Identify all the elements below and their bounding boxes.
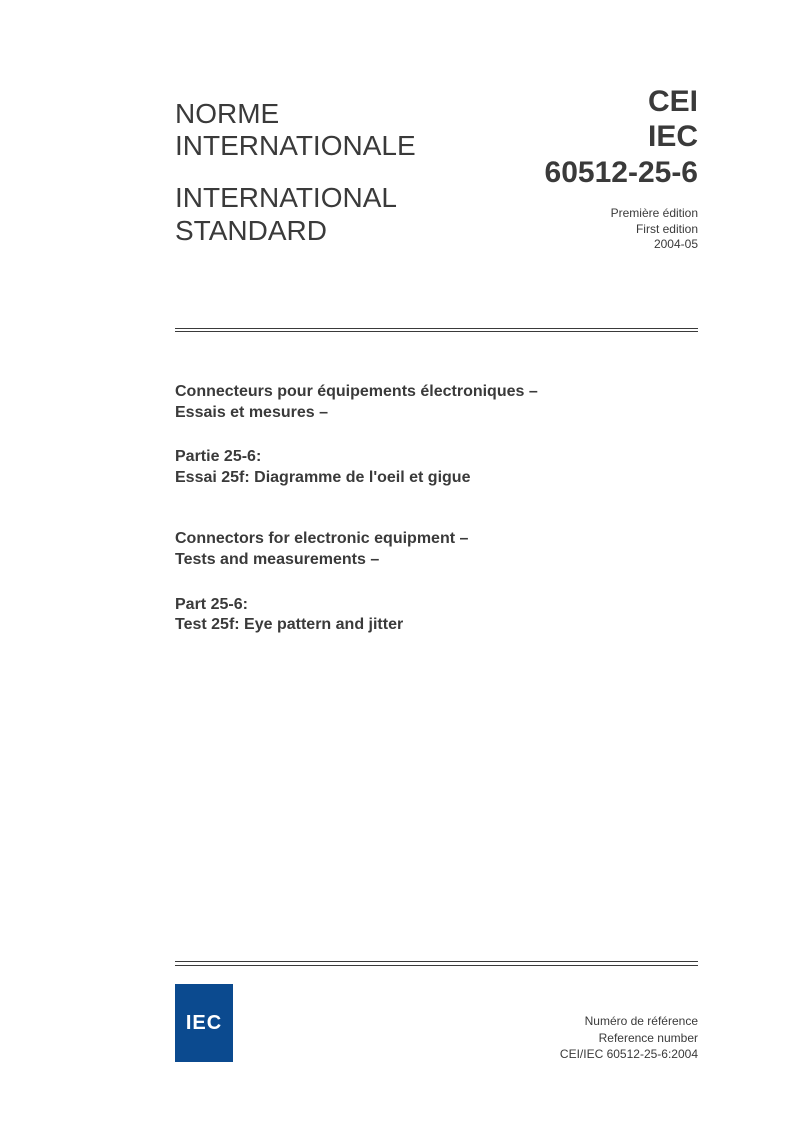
part-french: Partie 25-6: Essai 25f: Diagramme de l'o… [175, 447, 698, 489]
top-divider-2 [175, 331, 698, 332]
iec-logo: IEC [175, 984, 233, 1062]
subject-en-line2: Tests and measurements – [175, 551, 379, 568]
subject-french: Connecteurs pour équipements électroniqu… [175, 382, 698, 424]
title-en-line2: STANDARD [175, 215, 327, 246]
part-fr-line1: Partie 25-6: [175, 448, 261, 465]
title-english: INTERNATIONAL STANDARD [175, 182, 416, 246]
content-block: Connecteurs pour équipements électroniqu… [175, 382, 698, 636]
subject-fr-line1: Connecteurs pour équipements électroniqu… [175, 383, 538, 400]
title-french: NORME INTERNATIONALE [175, 98, 416, 162]
edition-fr: Première édition [611, 206, 698, 220]
right-id-block: CEI IEC 60512-25-6 Première édition Firs… [545, 85, 698, 253]
subject-en-line1: Connectors for electronic equipment – [175, 530, 468, 547]
footer-row: IEC Numéro de référence Reference number… [175, 984, 698, 1062]
ref-label-fr: Numéro de référence [585, 1014, 698, 1028]
title-fr-line1: NORME [175, 98, 279, 129]
subject-fr-line2: Essais et mesures – [175, 404, 328, 421]
part-en-line2: Test 25f: Eye pattern and jitter [175, 616, 403, 633]
standard-number: 60512-25-6 [545, 156, 698, 190]
edition-block: Première édition First edition 2004-05 [545, 206, 698, 253]
standard-cover-page: NORME INTERNATIONALE INTERNATIONAL STAND… [0, 0, 793, 1122]
part-english: Part 25-6: Test 25f: Eye pattern and jit… [175, 595, 698, 637]
reference-block: Numéro de référence Reference number CEI… [560, 1013, 698, 1062]
ref-label-en: Reference number [599, 1031, 698, 1045]
header-row: NORME INTERNATIONALE INTERNATIONAL STAND… [175, 85, 698, 253]
part-fr-line2: Essai 25f: Diagramme de l'oeil et gigue [175, 469, 470, 486]
left-title-block: NORME INTERNATIONALE INTERNATIONAL STAND… [175, 85, 416, 247]
subject-english: Connectors for electronic equipment – Te… [175, 529, 698, 571]
top-divider-1 [175, 328, 698, 329]
ref-number: CEI/IEC 60512-25-6:2004 [560, 1047, 698, 1061]
edition-date: 2004-05 [654, 237, 698, 251]
org-code-fr: CEI [545, 85, 698, 120]
edition-en: First edition [636, 222, 698, 236]
title-fr-line2: INTERNATIONALE [175, 130, 416, 161]
logo-text: IEC [186, 1012, 222, 1035]
footer-divider-1 [175, 961, 698, 962]
title-en-line1: INTERNATIONAL [175, 182, 397, 213]
part-en-line1: Part 25-6: [175, 596, 248, 613]
footer-divider-2 [175, 965, 698, 966]
org-code-en: IEC [545, 120, 698, 155]
